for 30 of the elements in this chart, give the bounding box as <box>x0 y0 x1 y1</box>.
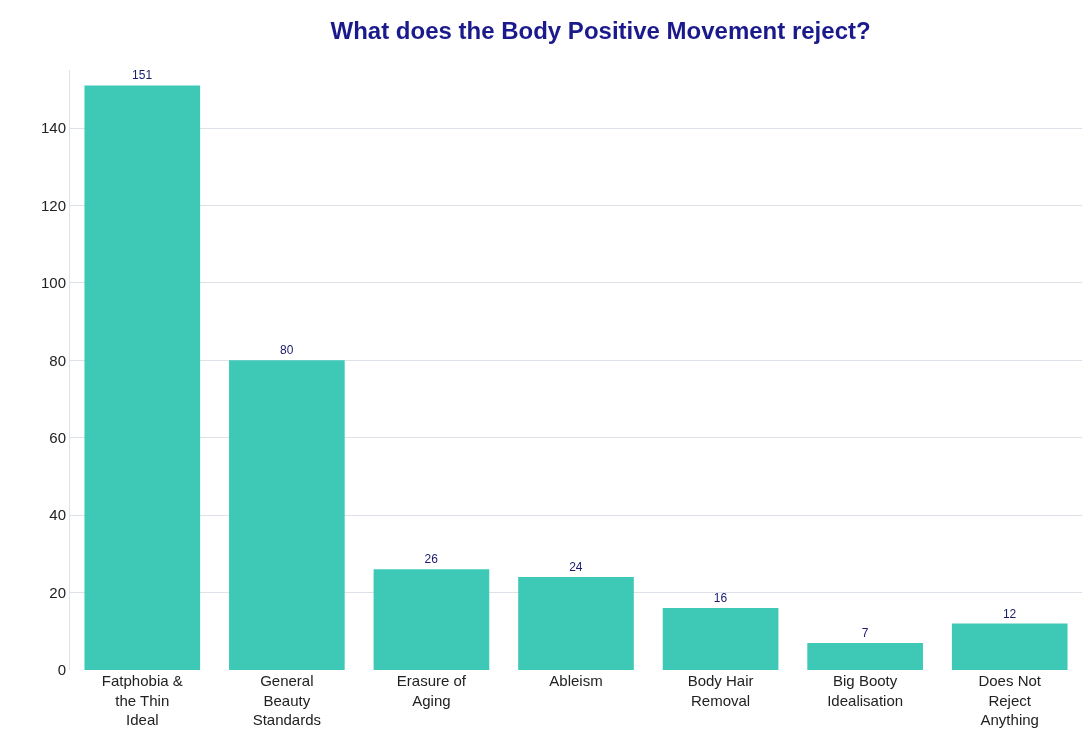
bar <box>807 642 923 670</box>
data-label: 24 <box>569 560 583 575</box>
chart-title: What does the Body Positive Movement reject? <box>330 17 871 45</box>
y-tick-label: 60 <box>49 428 66 446</box>
data-label: 80 <box>280 343 294 358</box>
y-tick-label: 40 <box>49 506 66 524</box>
x-tick-label: Ableism <box>549 672 603 689</box>
bar <box>229 360 345 670</box>
x-tick-label: Erasure of Aging <box>396 672 467 709</box>
data-label: 26 <box>424 552 439 567</box>
x-tick-label: General Beauty Standards <box>252 672 322 728</box>
y-tick-label: 20 <box>49 583 66 601</box>
data-label: 12 <box>1002 606 1017 621</box>
y-tick-label: 0 <box>57 661 66 679</box>
bar <box>662 608 779 670</box>
x-tick-label: Does Not Reject Anything <box>978 672 1042 728</box>
bar <box>951 623 1068 670</box>
y-tick-label: 80 <box>49 351 66 369</box>
x-tick-label: Body Hair Removal <box>687 672 754 709</box>
data-label: 16 <box>713 591 728 606</box>
data-label: 151 <box>132 68 153 83</box>
bar <box>84 85 201 670</box>
x-tick-label: Fatphobia & the Thin Ideal <box>101 672 183 728</box>
y-tick-label: 120 <box>40 196 66 214</box>
x-tick-label: Big Booty Idealisation <box>827 672 904 709</box>
y-tick-label: 140 <box>40 119 66 137</box>
data-label: 7 <box>861 625 869 640</box>
bar <box>373 569 490 670</box>
y-tick-label: 100 <box>40 274 66 292</box>
bar <box>518 577 634 670</box>
